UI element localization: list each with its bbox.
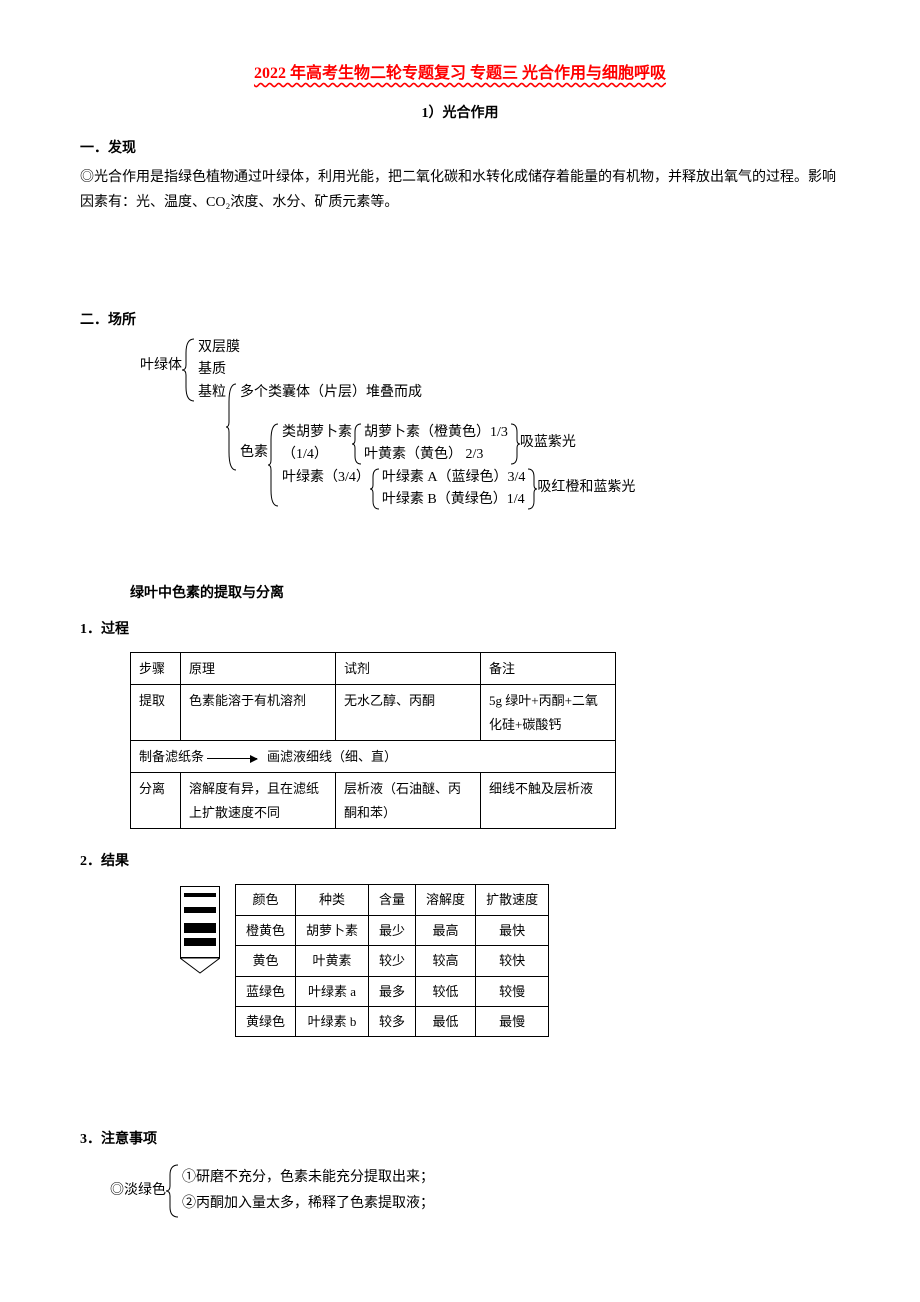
step3-label: 3．注意事项: [80, 1127, 840, 1152]
t1-r0c0: 提取: [131, 685, 181, 741]
t2-r1c3: 较高: [416, 946, 476, 976]
t1-r0c2: 无水乙醇、丙酮: [336, 685, 481, 741]
t2-r1c4: 较快: [476, 946, 549, 976]
t2-r3c0: 黄绿色: [236, 1006, 296, 1036]
t1-r2c0: 分离: [131, 773, 181, 829]
t2-r1c2: 较少: [369, 946, 416, 976]
chlorophyll-item-1: 叶绿素 B（黄绿色）1/4: [382, 489, 526, 511]
t1-r2c1: 溶解度有异，且在滤纸上扩散速度不同: [181, 773, 336, 829]
page-subtitle: 1）光合作用: [80, 101, 840, 126]
tree-l2-label: 多个类囊体（片层）堆叠而成: [240, 382, 635, 404]
note-item-1: ②丙酮加入量太多，稀释了色素提取液；: [182, 1191, 434, 1216]
tree-root: 叶绿体: [140, 337, 182, 377]
carotenoids-absorb: 吸蓝紫光: [520, 422, 576, 454]
t2-r2c3: 较低: [416, 976, 476, 1006]
t2-h0: 颜色: [236, 885, 296, 915]
t1-h0: 步骤: [131, 652, 181, 684]
page-title: 2022 年高考生物二轮专题复习 专题三 光合作用与细胞呼吸: [80, 60, 840, 89]
section-1-heading: 一．发现: [80, 136, 840, 161]
chlorophyll-item-0: 叶绿素 A（蓝绿色）3/4: [382, 467, 526, 489]
t1-r1c0: 制备滤纸条: [139, 749, 204, 764]
t2-r2c2: 最多: [369, 976, 416, 1006]
t2-h1: 种类: [296, 885, 369, 915]
t2-r3c1: 叶绿素 b: [296, 1006, 369, 1036]
t1-r2c2: 层析液（石油醚、丙酮和苯）: [336, 773, 481, 829]
t1-r2c3: 细线不触及层析液: [481, 773, 616, 829]
tree-l1-1: 基质: [198, 359, 635, 381]
chromatography-strip: [180, 884, 220, 974]
t2-r0c1: 胡萝卜素: [296, 915, 369, 945]
t2-r1c0: 黄色: [236, 946, 296, 976]
t1-h3: 备注: [481, 652, 616, 684]
t2-r0c3: 最高: [416, 915, 476, 945]
t2-h2: 含量: [369, 885, 416, 915]
t2-r0c0: 橙黄色: [236, 915, 296, 945]
t1-r1c1: 画滤液细线（细、直）: [267, 749, 397, 764]
results-table: 颜色 种类 含量 溶解度 扩散速度 橙黄色 胡萝卜素 最少 最高 最快 黄色 叶…: [235, 884, 549, 1037]
chlorophyll-absorb: 吸红橙和蓝紫光: [537, 467, 635, 499]
t1-h2: 试剂: [336, 652, 481, 684]
step1-label: 1．过程: [80, 617, 840, 642]
t2-h3: 溶解度: [416, 885, 476, 915]
t2-r0c4: 最快: [476, 915, 549, 945]
t1-r0c1: 色素能溶于有机溶剂: [181, 685, 336, 741]
carotenoids-label: 类胡萝卜素: [282, 422, 352, 444]
process-table: 步骤 原理 试剂 备注 提取 色素能溶于有机溶剂 无水乙醇、丙酮 5g 绿叶+丙…: [130, 652, 616, 829]
arrow-icon: [207, 758, 257, 759]
t2-r2c0: 蓝绿色: [236, 976, 296, 1006]
section-2-heading: 二．场所: [80, 308, 840, 333]
chloroplast-tree: 叶绿体 双层膜 基质 基粒 多个类囊体（片层）堆叠而成 色素: [140, 337, 840, 512]
t2-r0c2: 最少: [369, 915, 416, 945]
t2-r3c2: 较多: [369, 1006, 416, 1036]
carotenoid-item-1: 叶黄素（黄色） 2/3: [364, 444, 508, 466]
tree-l1-2: 基粒: [198, 382, 226, 404]
t2-r2c1: 叶绿素 a: [296, 976, 369, 1006]
notes-label: ◎淡绿色: [110, 1178, 166, 1203]
t2-r3c4: 最慢: [476, 1006, 549, 1036]
tree-l1-0: 双层膜: [198, 337, 635, 359]
t2-r2c4: 较慢: [476, 976, 549, 1006]
t1-r0c3: 5g 绿叶+丙酮+二氧化硅+碳酸钙: [481, 685, 616, 741]
step2-label: 2．结果: [80, 849, 840, 874]
pigment-label: 色素: [240, 422, 268, 464]
t1-r1: 制备滤纸条 画滤液细线（细、直）: [131, 741, 616, 773]
extraction-title: 绿叶中色素的提取与分离: [130, 581, 840, 606]
t1-h1: 原理: [181, 652, 336, 684]
t2-h4: 扩散速度: [476, 885, 549, 915]
carotenoids-fraction: （1/4）: [282, 444, 352, 466]
t2-r1c1: 叶黄素: [296, 946, 369, 976]
note-item-0: ①研磨不充分，色素未能充分提取出来；: [182, 1165, 434, 1190]
section-1-text: ◎光合作用是指绿色植物通过叶绿体，利用光能，把二氧化碳和水转化成储存着能量的有机…: [80, 165, 840, 215]
carotenoid-item-0: 胡萝卜素（橙黄色）1/3: [364, 422, 508, 444]
chlorophyll-label: 叶绿素（3/4）: [282, 467, 370, 489]
t2-r3c3: 最低: [416, 1006, 476, 1036]
